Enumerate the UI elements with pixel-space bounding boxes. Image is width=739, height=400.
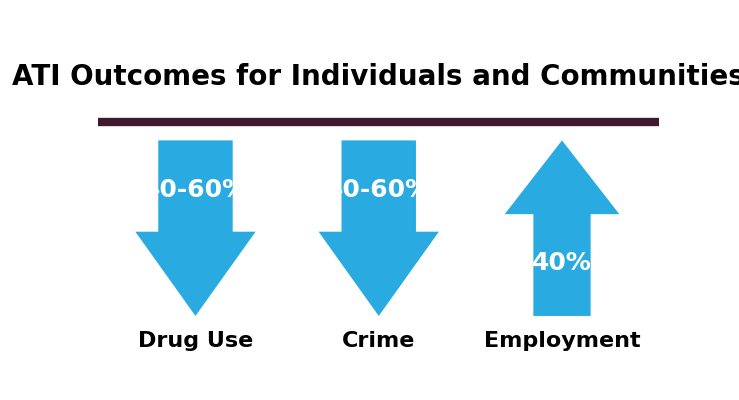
Polygon shape [319,140,439,316]
Text: 40%: 40% [532,251,592,275]
Polygon shape [505,140,619,316]
Text: Employment: Employment [484,330,640,350]
Text: Drug Use: Drug Use [138,330,253,350]
Text: 40-60%: 40-60% [143,178,248,202]
Text: Crime: Crime [342,330,415,350]
Text: ATI Outcomes for Individuals and Communities: ATI Outcomes for Individuals and Communi… [13,64,739,92]
Polygon shape [135,140,256,316]
Text: 40-60%: 40-60% [326,178,432,202]
